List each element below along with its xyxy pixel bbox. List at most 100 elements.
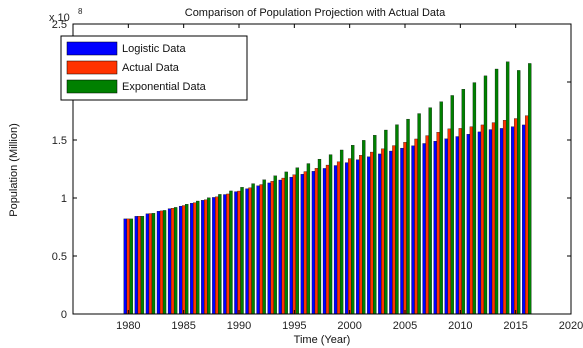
bar-actual-data-1999	[336, 161, 341, 315]
bar-exponential-data-1986	[196, 200, 200, 315]
bar-logistic-data-2005	[400, 147, 404, 315]
bar-exponential-data-1983	[162, 210, 167, 315]
bar-exponential-data-2008	[439, 101, 443, 315]
bar-logistic-data-1983	[156, 211, 161, 315]
bar-logistic-data-2008	[433, 141, 437, 315]
bar-actual-data-2013	[491, 122, 496, 315]
bar-exponential-data-1980	[129, 218, 134, 315]
bar-logistic-data-2000	[344, 162, 349, 315]
y-tick-label-5: 2.5	[52, 19, 67, 31]
bar-exponential-data-2007	[428, 107, 432, 315]
bar-actual-data-2012	[480, 124, 485, 315]
bar-exponential-data-1992	[262, 179, 266, 315]
bar-logistic-data-2004	[389, 150, 393, 315]
bar-logistic-data-1991	[245, 188, 249, 315]
legend-items: Logistic Data Actual Data Exponential Data	[66, 41, 207, 94]
bar-logistic-data-1987	[201, 200, 205, 315]
bar-actual-data-1987	[204, 199, 208, 315]
bar-actual-data-2002	[370, 151, 374, 315]
bar-exponential-data-1999	[339, 149, 344, 315]
bar-logistic-data-1984	[167, 208, 172, 315]
bar-logistic-data-1999	[333, 165, 338, 315]
legend-swatch-logistic-data	[66, 41, 118, 56]
bar-exponential-data-1985	[185, 204, 189, 315]
bar-actual-data-2009	[447, 128, 451, 315]
bar-actual-data-1980	[126, 218, 130, 315]
y-tick-label-0: 0	[61, 309, 67, 321]
x-axis-label: Time (Year)	[294, 334, 351, 346]
bar-exponential-data-1990	[240, 187, 244, 315]
bar-actual-data-1990	[237, 190, 241, 315]
bar-actual-data-1995	[292, 174, 296, 315]
bar-actual-data-1998	[325, 164, 330, 315]
y-exponent-power: 8	[78, 7, 83, 16]
bar-exponential-data-2013	[494, 68, 499, 315]
bar-exponential-data-2006	[417, 113, 421, 315]
bar-logistic-data-2012	[477, 131, 482, 315]
bar-actual-data-2004	[392, 145, 396, 315]
bar-logistic-data-2010	[455, 136, 459, 315]
legend-swatch-exponential-data	[66, 79, 118, 94]
bar-logistic-data-1981	[134, 216, 139, 315]
legend: Logistic Data Actual Data Exponential Data	[60, 35, 248, 101]
bar-exponential-data-2016	[528, 63, 532, 315]
bar-actual-data-2008	[436, 132, 440, 315]
x-axis-ticks: 1980 1985 1990 1995 2000 2005 2010 2015 2020	[116, 24, 583, 332]
y-tick-label-2: 1	[61, 193, 67, 205]
bar-exponential-data-1993	[273, 175, 277, 315]
bar-logistic-data-2001	[356, 159, 360, 315]
y-axis-label: Population (Million)	[8, 123, 20, 217]
bar-exponential-data-1982	[151, 213, 156, 315]
bar-logistic-data-1989	[223, 194, 227, 315]
bar-logistic-data-1988	[212, 197, 216, 315]
x-tick-label-1995: 1995	[282, 320, 306, 332]
bar-actual-data-2007	[425, 135, 429, 315]
bar-actual-data-2000	[347, 158, 352, 315]
bar-logistic-data-1996	[300, 174, 305, 315]
bar-logistic-data-2002	[367, 156, 371, 315]
bar-actual-data-2005	[403, 142, 407, 315]
bar-exponential-data-1991	[251, 183, 255, 315]
x-tick-label-2000: 2000	[337, 320, 361, 332]
bar-exponential-data-2015	[517, 70, 521, 315]
bar-logistic-data-1998	[322, 168, 327, 315]
bar-logistic-data-1992	[256, 185, 260, 315]
bar-logistic-data-1990	[234, 191, 238, 315]
bar-logistic-data-1980	[123, 218, 127, 315]
bar-exponential-data-1995	[295, 167, 300, 315]
bar-logistic-data-2007	[422, 143, 426, 315]
bar-actual-data-1996	[303, 171, 308, 315]
bar-logistic-data-1982	[145, 213, 150, 315]
bar-actual-data-1989	[226, 193, 230, 315]
bar-exponential-data-1981	[140, 216, 145, 315]
bar-exponential-data-2009	[450, 95, 454, 315]
bar-logistic-data-1985	[178, 205, 183, 315]
legend-swatch-actual-data	[66, 60, 118, 75]
bar-logistic-data-2015	[510, 126, 515, 315]
bar-exponential-data-1988	[218, 194, 222, 315]
bar-actual-data-1983	[159, 210, 164, 315]
bar-logistic-data-2013	[488, 129, 493, 315]
bar-exponential-data-2002	[373, 135, 377, 315]
bar-actual-data-1992	[259, 184, 263, 315]
bar-actual-data-1985	[181, 205, 186, 315]
bar-logistic-data-1994	[278, 179, 282, 315]
bar-logistic-data-1995	[289, 176, 293, 315]
y-tick-label-1: 0.5	[52, 251, 67, 263]
bar-logistic-data-1997	[311, 171, 316, 315]
bar-actual-data-1981	[137, 216, 142, 315]
bar-exponential-data-2014	[505, 61, 510, 315]
bar-actual-data-1994	[281, 177, 285, 315]
x-tick-label-1990: 1990	[227, 320, 251, 332]
bar-logistic-data-2014	[499, 128, 504, 315]
bar-actual-data-2015	[514, 118, 518, 315]
bar-actual-data-2014	[502, 120, 507, 315]
bar-actual-data-1988	[215, 196, 219, 315]
bar-exponential-data-2004	[395, 124, 399, 315]
legend-label-actual-data: Actual Data	[122, 62, 180, 74]
bar-logistic-data-1993	[267, 182, 271, 315]
bar-exponential-data-1987	[207, 197, 211, 315]
bar-exponential-data-2000	[351, 145, 355, 315]
